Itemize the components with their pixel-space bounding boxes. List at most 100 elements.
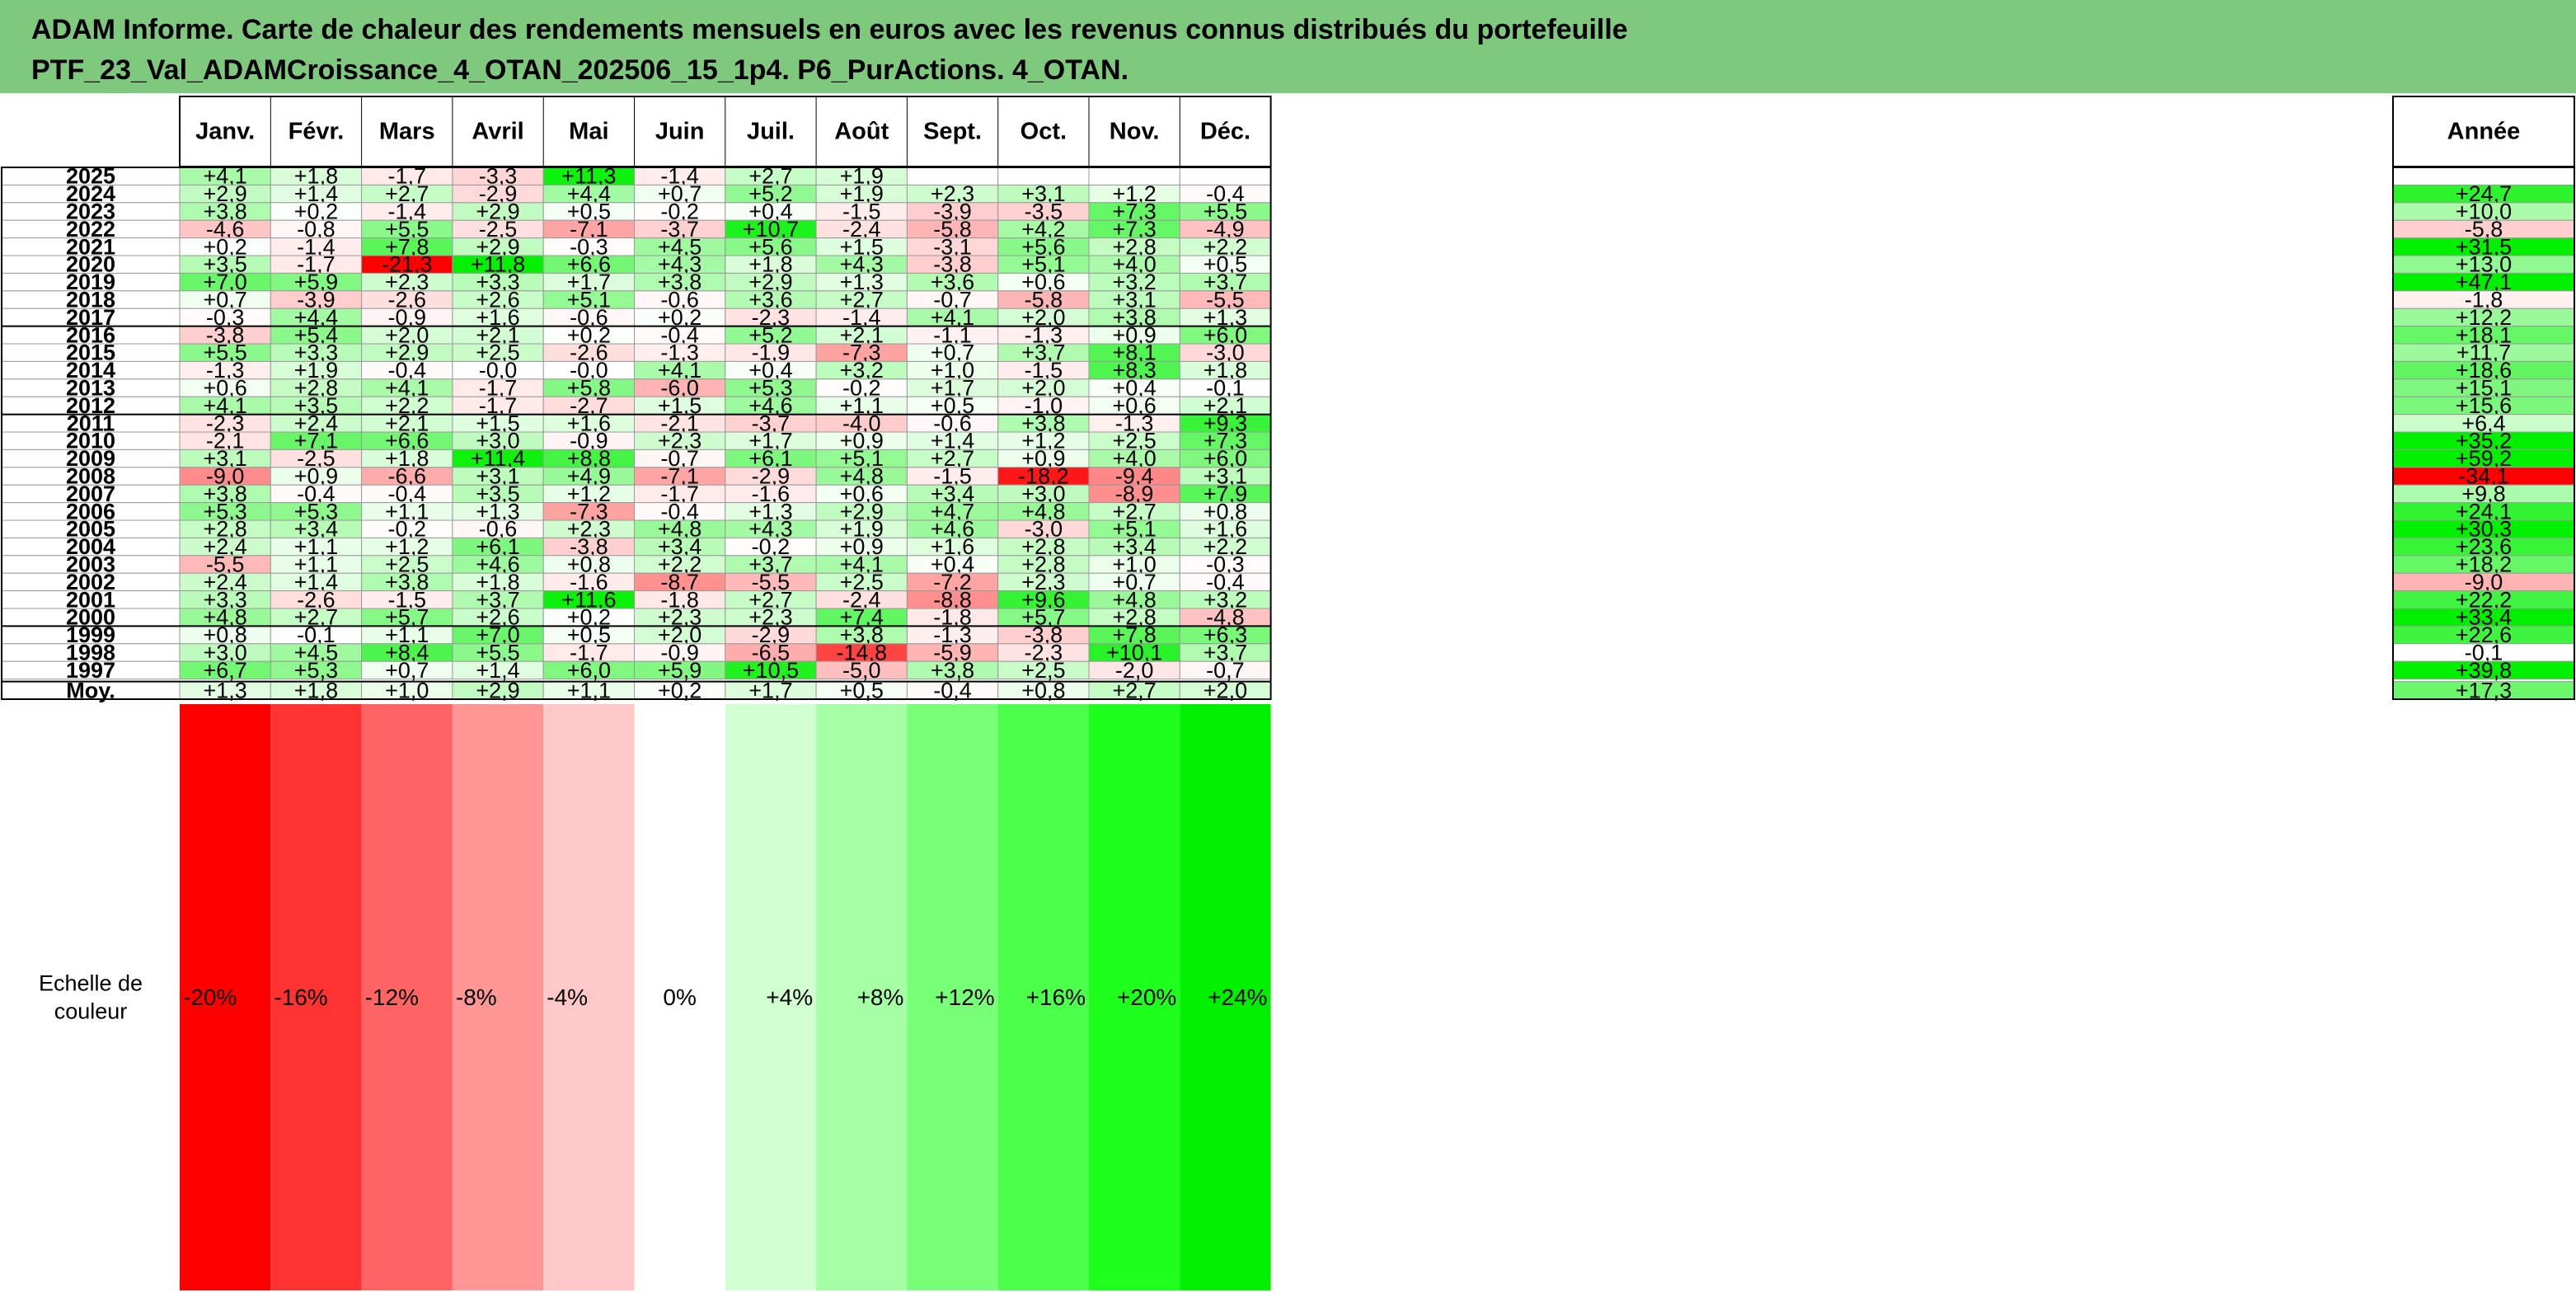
heat-cell-value: +2,9: [748, 270, 792, 294]
heat-cell-value: +2,4: [203, 534, 246, 559]
heat-cell-value: +3,8: [203, 482, 246, 506]
heat-cell-value: -1,7: [479, 376, 518, 401]
heat-cell-value: -5,0: [842, 658, 881, 683]
column-header: Mars: [379, 119, 435, 145]
heat-cell-value: -2,4: [842, 587, 881, 612]
heat-cell-value: +2,9: [840, 499, 884, 524]
heat-cell-value: +2,7: [840, 288, 884, 312]
heat-cell-value: -3,5: [1025, 200, 1063, 224]
heat-cell-value: +5,2: [748, 181, 792, 206]
heat-cell-value: +10,1: [1106, 641, 1162, 665]
heat-cell-value: +2,7: [748, 587, 792, 612]
year-header-frame: [2392, 96, 2575, 167]
heat-cell-value: -0,4: [1206, 181, 1245, 206]
heat-cell-value: -0,7: [660, 446, 699, 471]
scale-step-label: -4%: [547, 984, 588, 1010]
year-cell-value: +22,6: [2456, 623, 2512, 647]
row-label: 2004: [66, 534, 115, 559]
heat-cell-value: -2,6: [387, 288, 426, 312]
heat-cell-value: +1,1: [294, 552, 338, 577]
row-label: 2013: [66, 376, 115, 401]
scale-step-label: -8%: [456, 984, 497, 1010]
heat-cell-value: +3,2: [1204, 587, 1247, 612]
heat-cell-value: +1,9: [840, 517, 884, 542]
year-cell-value: +6,4: [2461, 411, 2505, 435]
heat-cell-value: +4,7: [931, 499, 974, 524]
heat-cell-value: +4,1: [840, 552, 884, 577]
heat-cell-value: -8,7: [660, 570, 699, 594]
row-label: 2021: [66, 234, 115, 259]
row-label: 2001: [66, 587, 115, 612]
heat-cell-value: +8,1: [1112, 341, 1156, 365]
heat-cell-value: +4,6: [476, 552, 519, 577]
heat-cell-value: -3,9: [933, 200, 972, 224]
row-label: 1998: [66, 641, 115, 665]
heat-cell-value: +6,0: [1204, 446, 1247, 471]
heat-cell-value: +3,7: [476, 587, 519, 612]
row-label: 2019: [66, 270, 115, 294]
heat-cell-value: -21,3: [382, 252, 433, 277]
heat-cell-value: +11,4: [471, 446, 525, 471]
title-line-1: ADAM Informe. Carte de chaleur des rende…: [31, 14, 1628, 45]
heat-cell-value: +1,4: [294, 181, 338, 206]
heat-cell-value: +1,7: [567, 270, 611, 294]
row-label: 1997: [66, 658, 115, 683]
heat-cell-value: -0,3: [1206, 552, 1245, 577]
heat-cell-value: +1,8: [748, 252, 792, 277]
heat-cell-value: -0,4: [387, 358, 426, 383]
heat-cell-value: +7,1: [294, 429, 338, 453]
scale-swatch: [270, 704, 362, 1290]
heat-cell-value: +0,9: [840, 429, 884, 453]
heat-cell-value: +5,3: [294, 658, 338, 683]
heat-cell-value: -2,1: [206, 429, 245, 453]
heat-cell-value: -0,9: [570, 429, 608, 453]
scale-step-label: 0%: [663, 984, 696, 1010]
heat-cell-value: +3,4: [931, 482, 974, 506]
heat-cell-value: +5,1: [567, 288, 611, 312]
heat-cell-value: -1,5: [933, 464, 972, 489]
heat-cell-value: -18,2: [1018, 464, 1069, 489]
scale-swatch: [361, 704, 453, 1290]
heat-cell-value: -4,6: [206, 217, 245, 242]
heat-cell-value: -3,8: [570, 534, 608, 559]
heat-cell-value: -7,2: [933, 570, 972, 594]
heat-cell-value: -0,2: [842, 376, 881, 401]
heat-cell-value: +4,4: [567, 181, 611, 206]
heat-cell-value: +1,4: [931, 429, 974, 453]
heat-cell-value: +4,3: [840, 252, 884, 277]
scale-step-label: -12%: [365, 984, 419, 1010]
heat-cell-value: +4,2: [1021, 217, 1065, 242]
heat-cell-value: +7,3: [1112, 217, 1156, 242]
row-label: 2023: [66, 200, 115, 224]
heat-cell-value: -0,2: [752, 534, 791, 559]
heat-cell-value: +0,9: [294, 464, 338, 489]
year-cell-value: -5,8: [2465, 217, 2503, 242]
heat-cell-value: +1,3: [748, 499, 792, 524]
heat-cell-value: +4,1: [385, 376, 429, 401]
row-label: 2005: [66, 517, 115, 542]
scale-swatch: [180, 704, 271, 1290]
heat-cell-value: -2,0: [1115, 658, 1154, 683]
heat-cell-value: +11,6: [561, 587, 616, 612]
column-header: Août: [834, 119, 889, 145]
heat-cell-value: -0,9: [660, 641, 699, 665]
heat-cell-value: +4,9: [567, 464, 611, 489]
heat-cell-value: +1,3: [476, 499, 519, 524]
heat-cell-value: +1,8: [1204, 358, 1247, 383]
heat-cell-value: +0,7: [385, 658, 429, 683]
heat-cell-value: +3,1: [1112, 288, 1156, 312]
heat-cell-value: +3,4: [1112, 534, 1156, 559]
title-line-2: PTF_23_Val_ADAMCroissance_4_OTAN_202506_…: [31, 54, 1129, 86]
heat-cell-value: +7,3: [1204, 429, 1247, 453]
heat-cell-value: +5,5: [476, 641, 519, 665]
heat-cell-value: +8,8: [567, 446, 611, 471]
heat-cell-value: +0,7: [203, 288, 246, 312]
heat-cell-value: +0,6: [1021, 270, 1065, 294]
scale-swatch: [907, 704, 998, 1290]
row-label: 2020: [66, 252, 115, 277]
heat-cell-value: -1,4: [387, 200, 426, 224]
row-label: 2003: [66, 552, 115, 577]
heat-cell-value: +2,2: [658, 552, 701, 577]
heat-cell-value: -3,1: [933, 234, 972, 259]
scale-label-line-1: Echelle de: [39, 971, 143, 996]
